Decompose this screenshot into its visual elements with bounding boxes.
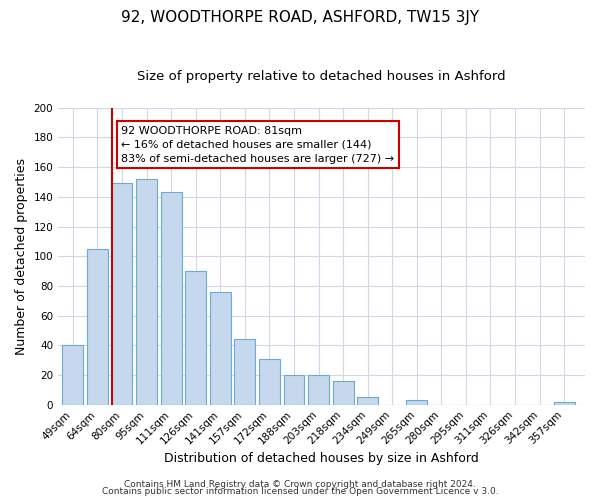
Bar <box>554 402 575 404</box>
Text: 92 WOODTHORPE ROAD: 81sqm
← 16% of detached houses are smaller (144)
83% of semi: 92 WOODTHORPE ROAD: 81sqm ← 16% of detac… <box>121 126 395 164</box>
Bar <box>62 346 83 405</box>
Bar <box>87 249 108 404</box>
Bar <box>136 179 157 404</box>
Bar <box>210 292 231 405</box>
Bar <box>112 184 133 404</box>
X-axis label: Distribution of detached houses by size in Ashford: Distribution of detached houses by size … <box>164 452 479 465</box>
Bar <box>332 381 353 404</box>
Bar <box>284 375 304 404</box>
Bar <box>259 358 280 405</box>
Text: Contains HM Land Registry data © Crown copyright and database right 2024.: Contains HM Land Registry data © Crown c… <box>124 480 476 489</box>
Bar <box>161 192 182 404</box>
Bar <box>185 271 206 404</box>
Title: Size of property relative to detached houses in Ashford: Size of property relative to detached ho… <box>137 70 506 83</box>
Y-axis label: Number of detached properties: Number of detached properties <box>15 158 28 355</box>
Text: Contains public sector information licensed under the Open Government Licence v : Contains public sector information licen… <box>101 487 499 496</box>
Bar <box>406 400 427 404</box>
Bar <box>308 375 329 404</box>
Text: 92, WOODTHORPE ROAD, ASHFORD, TW15 3JY: 92, WOODTHORPE ROAD, ASHFORD, TW15 3JY <box>121 10 479 25</box>
Bar <box>235 340 255 404</box>
Bar <box>357 398 378 404</box>
